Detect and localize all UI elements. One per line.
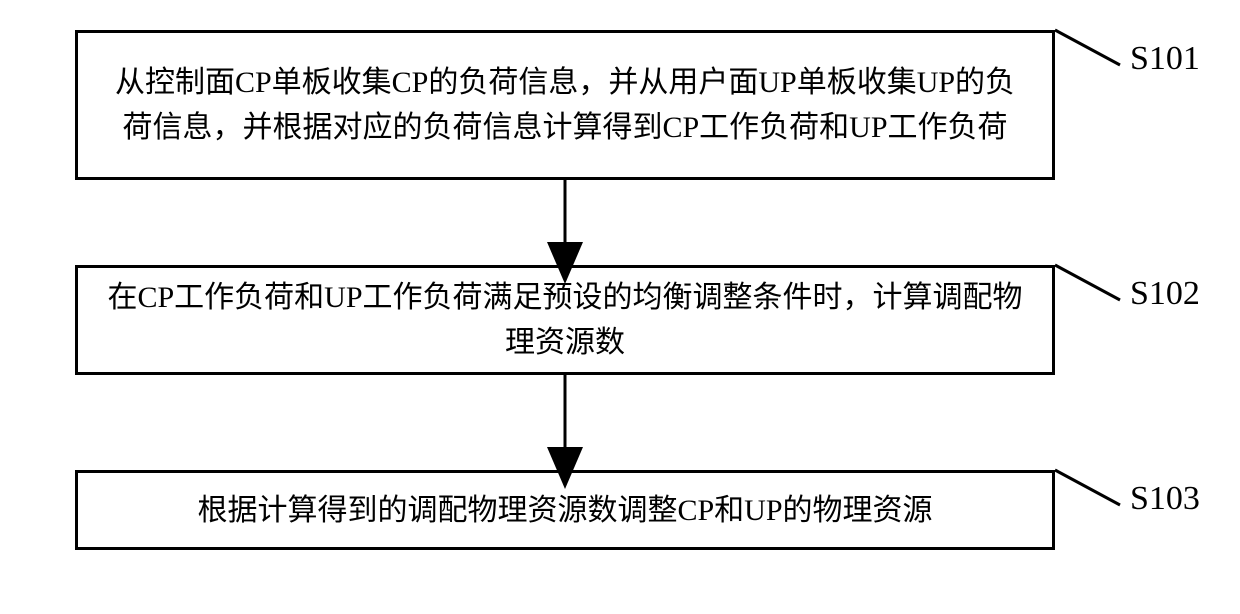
label-line-s101 [1055, 30, 1120, 65]
step-s101-label: S101 [1130, 40, 1200, 78]
step-s103-text: 根据计算得到的调配物理资源数调整CP和UP的物理资源 [197, 488, 932, 533]
step-s102-text: 在CP工作负荷和UP工作负荷满足预设的均衡调整条件时，计算调配物理资源数 [102, 275, 1028, 365]
step-s103-label: S103 [1130, 480, 1200, 518]
flowchart-container: 从控制面CP单板收集CP的负荷信息，并从用户面UP单板收集UP的负荷信息，并根据… [0, 0, 1240, 614]
label-line-s102 [1055, 265, 1120, 300]
step-s102-label: S102 [1130, 275, 1200, 313]
label-line-s103 [1055, 470, 1120, 505]
step-s101-text: 从控制面CP单板收集CP的负荷信息，并从用户面UP单板收集UP的负荷信息，并根据… [102, 60, 1028, 150]
step-s101-box: 从控制面CP单板收集CP的负荷信息，并从用户面UP单板收集UP的负荷信息，并根据… [75, 30, 1055, 180]
step-s103-box: 根据计算得到的调配物理资源数调整CP和UP的物理资源 [75, 470, 1055, 550]
step-s102-box: 在CP工作负荷和UP工作负荷满足预设的均衡调整条件时，计算调配物理资源数 [75, 265, 1055, 375]
